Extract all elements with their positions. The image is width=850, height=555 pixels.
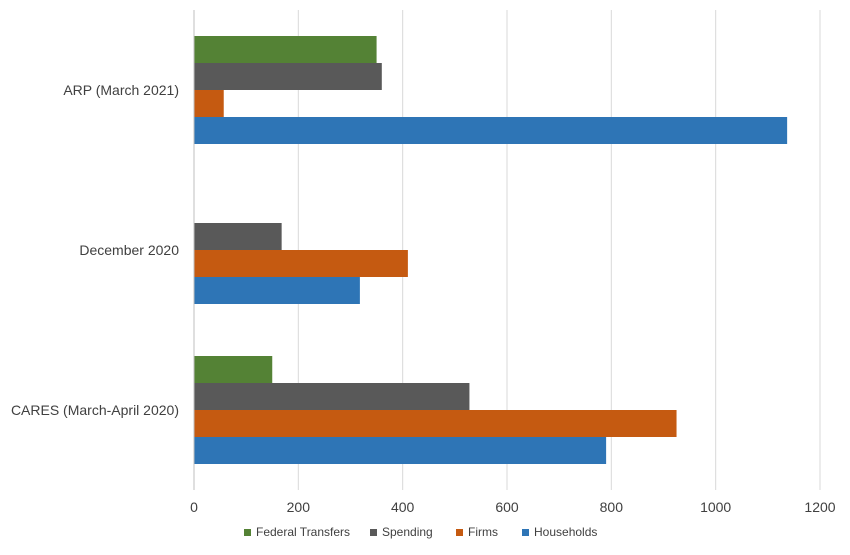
x-tick-label: 200: [287, 499, 311, 515]
category-label: ARP (March 2021): [63, 82, 179, 98]
x-tick-label: 0: [190, 499, 198, 515]
bar-firms: [194, 90, 224, 117]
bars: [194, 36, 788, 464]
x-tick-label: 400: [391, 499, 415, 515]
x-tick-labels: 0 200 400 600 800 1000 1200: [190, 499, 836, 515]
legend-label: Federal Transfers: [256, 525, 350, 539]
legend-label: Spending: [382, 525, 433, 539]
bar-spending: [194, 63, 382, 90]
x-tick-label: 1200: [804, 499, 835, 515]
bar-households: [194, 117, 788, 144]
category-labels: CARES (March-April 2020) December 2020 ARP…: [11, 82, 179, 418]
bar-households: [194, 437, 607, 464]
bar-firms: [194, 250, 408, 277]
legend-label: Firms: [468, 525, 498, 539]
bar-spending: [194, 223, 282, 250]
x-tick-label: 800: [600, 499, 624, 515]
category-label: December 2020: [79, 242, 179, 258]
x-tick-label: 1000: [700, 499, 731, 515]
bar-federal-transfers: [194, 36, 377, 63]
x-tick-label: 600: [495, 499, 519, 515]
bar-firms: [194, 410, 677, 437]
legend-label: Households: [534, 525, 597, 539]
bar-federal-transfers: [194, 356, 273, 383]
bar-households: [194, 277, 360, 304]
legend-swatch: [370, 529, 377, 536]
legend: Federal Transfers Spending Firms Households: [244, 525, 597, 539]
legend-swatch: [244, 529, 251, 536]
legend-swatch: [456, 529, 463, 536]
legend-swatch: [522, 529, 529, 536]
bar-spending: [194, 383, 470, 410]
category-label: CARES (March-April 2020): [11, 402, 179, 418]
